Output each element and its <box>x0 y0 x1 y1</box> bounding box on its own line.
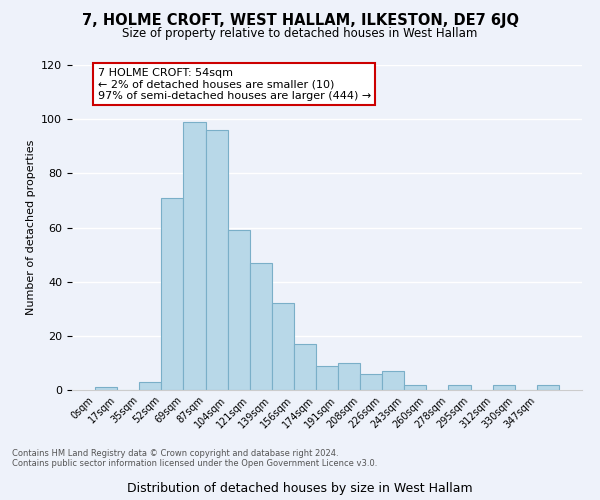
Text: 7, HOLME CROFT, WEST HALLAM, ILKESTON, DE7 6JQ: 7, HOLME CROFT, WEST HALLAM, ILKESTON, D… <box>82 12 518 28</box>
Bar <box>493 384 515 390</box>
Text: Contains public sector information licensed under the Open Government Licence v3: Contains public sector information licen… <box>12 458 377 468</box>
Bar <box>294 344 316 390</box>
Bar <box>161 198 184 390</box>
Text: Size of property relative to detached houses in West Hallam: Size of property relative to detached ho… <box>122 28 478 40</box>
Bar <box>227 230 250 390</box>
Bar <box>272 304 294 390</box>
Bar <box>404 384 427 390</box>
Text: Distribution of detached houses by size in West Hallam: Distribution of detached houses by size … <box>127 482 473 495</box>
Bar <box>537 384 559 390</box>
Bar <box>206 130 227 390</box>
Bar <box>382 371 404 390</box>
Text: Contains HM Land Registry data © Crown copyright and database right 2024.: Contains HM Land Registry data © Crown c… <box>12 448 338 458</box>
Bar <box>448 384 470 390</box>
Bar <box>139 382 161 390</box>
Bar <box>338 363 360 390</box>
Bar <box>95 388 117 390</box>
Bar <box>360 374 382 390</box>
Y-axis label: Number of detached properties: Number of detached properties <box>26 140 35 315</box>
Bar <box>316 366 338 390</box>
Text: 7 HOLME CROFT: 54sqm
← 2% of detached houses are smaller (10)
97% of semi-detach: 7 HOLME CROFT: 54sqm ← 2% of detached ho… <box>98 68 371 101</box>
Bar <box>184 122 206 390</box>
Bar <box>250 262 272 390</box>
